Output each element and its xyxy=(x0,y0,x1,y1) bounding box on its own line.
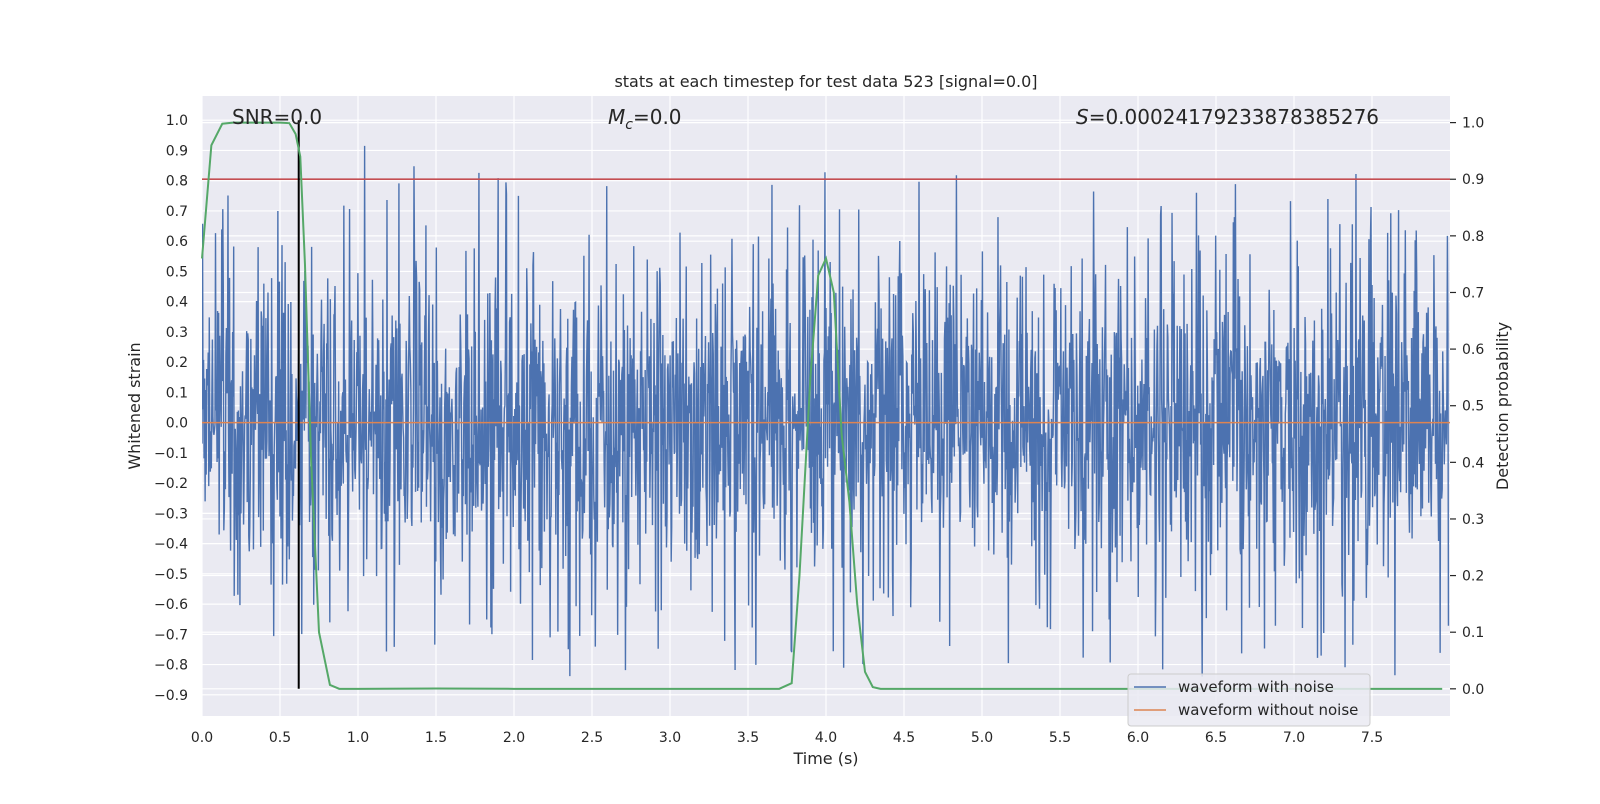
y-tick-label: −0.1 xyxy=(154,446,188,462)
y-axis-right-ticks: 1.0 0.9 0.8 0.7 0.6 0.5 0.4 0.3 0.2 0.1 0.0 xyxy=(1450,116,1484,698)
y-tick-label: 0.8 xyxy=(166,174,188,190)
y-right-tick-label: 0.0 xyxy=(1462,682,1484,698)
s-annotation: S=0.00024179233878385276 xyxy=(1076,105,1379,129)
legend-box xyxy=(1127,673,1371,727)
x-tick-label: 3.5 xyxy=(737,730,759,746)
y-tick-label: −0.8 xyxy=(154,658,188,674)
y-axis-label: Whitened strain xyxy=(125,342,144,469)
y-tick-label: 0.4 xyxy=(166,295,188,311)
chart-title: stats at each timestep for test data 523… xyxy=(614,72,1037,91)
x-axis-label: Time (s) xyxy=(792,749,858,768)
waveform-with-noise-series xyxy=(202,145,1450,677)
y-tick-label: −0.3 xyxy=(154,506,188,522)
x-tick-label: 4.5 xyxy=(893,730,915,746)
detection-probability-line xyxy=(201,121,1443,690)
y-axis-ticks: 1.0 0.9 0.8 0.7 0.6 0.5 0.4 0.3 0.2 0.1 0.0 −0.1 −0.… xyxy=(154,113,188,704)
legend-label-noise: waveform with noise xyxy=(1178,678,1334,696)
x-tick-label: 2.5 xyxy=(581,730,603,746)
y-tick-label: 0.0 xyxy=(166,416,188,432)
y-right-tick-label: 0.9 xyxy=(1462,172,1484,188)
x-tick-label: 5.5 xyxy=(1049,730,1071,746)
y-tick-label: −0.4 xyxy=(154,537,188,553)
x-tick-label: 6.5 xyxy=(1205,730,1227,746)
y-tick-label: −0.6 xyxy=(154,597,188,613)
noise-waveform-path xyxy=(202,145,1450,677)
x-axis-ticks: 0.0 0.5 1.0 1.5 2.0 2.5 3.0 3.5 4.0 4.5 5.0 5.5 6.0 6… xyxy=(191,730,1383,746)
legend-label-clean: waveform without noise xyxy=(1178,701,1358,719)
y-tick-label: 1.0 xyxy=(166,113,188,129)
y-right-tick-label: 0.2 xyxy=(1462,569,1484,585)
y-right-tick-label: 0.8 xyxy=(1462,229,1484,245)
x-tick-label: 7.0 xyxy=(1283,730,1305,746)
y-tick-label: 0.5 xyxy=(166,264,188,280)
y-tick-label: 0.7 xyxy=(166,204,188,220)
y-axis-right-label: Detection probability xyxy=(1493,322,1512,490)
chirp-mass-annotation: Mc=0.0 xyxy=(608,105,682,133)
y-tick-label: −0.5 xyxy=(154,567,188,583)
legend: waveform with noise waveform without noi… xyxy=(1127,673,1371,727)
y-right-tick-label: 1.0 xyxy=(1462,116,1484,132)
x-tick-label: 5.0 xyxy=(971,730,993,746)
x-tick-label: 0.0 xyxy=(191,730,213,746)
y-right-tick-label: 0.6 xyxy=(1462,342,1484,358)
y-right-tick-label: 0.1 xyxy=(1462,625,1484,641)
x-tick-label: 1.0 xyxy=(347,730,369,746)
y-tick-label: −0.7 xyxy=(154,627,188,643)
y-right-tick-label: 0.7 xyxy=(1462,285,1484,301)
y-right-tick-label: 0.4 xyxy=(1462,455,1484,471)
x-tick-label: 4.0 xyxy=(815,730,837,746)
x-tick-label: 3.0 xyxy=(659,730,681,746)
y-tick-label: 0.1 xyxy=(166,385,188,401)
y-tick-label: 0.6 xyxy=(166,234,188,250)
x-tick-label: 7.5 xyxy=(1361,730,1383,746)
x-tick-label: 2.0 xyxy=(503,730,525,746)
y-right-tick-label: 0.5 xyxy=(1462,399,1484,415)
x-tick-label: 0.5 xyxy=(269,730,291,746)
y-right-tick-label: 0.3 xyxy=(1462,512,1484,528)
snr-annotation: SNR=0.0 xyxy=(232,105,322,129)
y-tick-label: 0.9 xyxy=(166,143,188,159)
x-tick-label: 6.0 xyxy=(1127,730,1149,746)
y-tick-label: −0.2 xyxy=(154,476,188,492)
x-tick-label: 1.5 xyxy=(425,730,447,746)
y-tick-label: 0.2 xyxy=(166,355,188,371)
y-tick-label: 0.3 xyxy=(166,325,188,341)
y-tick-label: −0.9 xyxy=(154,688,188,704)
